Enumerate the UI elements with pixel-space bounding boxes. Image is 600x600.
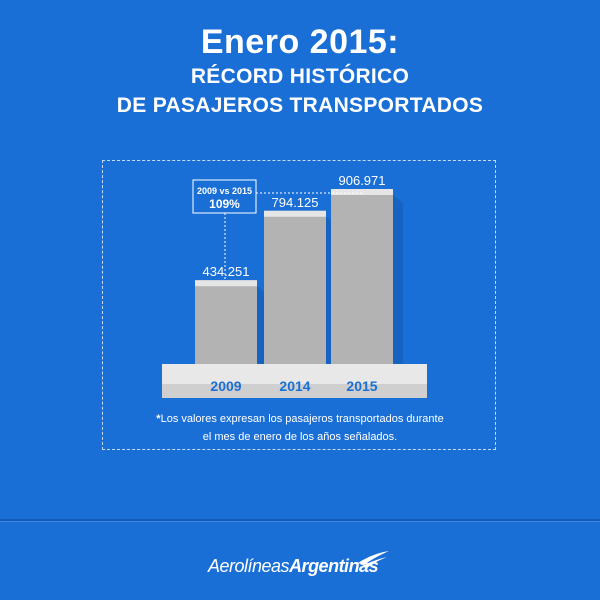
bar-top-2014 xyxy=(264,210,326,217)
annotation-label: 2009 vs 2015 xyxy=(197,186,252,196)
category-label-2009: 2009 xyxy=(210,378,241,394)
title-block: Enero 2015: RÉCORD HISTÓRICO DE PASAJERO… xyxy=(0,22,600,120)
footnote-star: * xyxy=(156,413,161,425)
bar-2014 xyxy=(264,210,326,364)
airline-logo-text: AerolíneasArgentinas xyxy=(208,556,379,577)
footnote-text-1: Los valores expresan los pasajeros trans… xyxy=(160,413,444,425)
annotation-box xyxy=(192,179,257,214)
footer-divider-highlight xyxy=(0,521,600,522)
logo-part-2: Argentinas xyxy=(289,556,379,576)
bar-top-2015 xyxy=(331,189,393,195)
bird-logo-icon xyxy=(358,551,389,568)
value-label-2014: 794.125 xyxy=(272,195,319,210)
subtitle-line-2: DE PASAJEROS TRANSPORTADOS xyxy=(116,94,484,117)
chart-frame xyxy=(102,160,496,450)
bar-shadow-2015 xyxy=(393,195,403,364)
chart-base xyxy=(162,364,427,384)
footnote: *Los valores expresan los pasajeros tran… xyxy=(0,410,600,446)
annotation-value: 109% xyxy=(209,197,240,211)
value-label-2015: 906.971 xyxy=(339,173,386,188)
category-label-2014: 2014 xyxy=(279,378,310,394)
category-label-2015: 2015 xyxy=(346,378,377,394)
bar-top-2009 xyxy=(195,280,257,287)
footnote-text-2: el mes de enero de los años señalados. xyxy=(202,431,398,443)
value-label-2009: 434.251 xyxy=(203,264,250,279)
chart-base-front xyxy=(162,384,427,398)
bar-2015 xyxy=(331,189,393,364)
subtitle-line-1: RÉCORD HISTÓRICO xyxy=(190,65,410,88)
bar-2009 xyxy=(195,280,257,364)
logo-part-1: Aerolíneas xyxy=(208,556,290,576)
page-title: Enero 2015: xyxy=(200,23,400,61)
footer-divider xyxy=(0,519,600,521)
footnote-line-1: *Los valores expresan los pasajeros tran… xyxy=(0,410,600,428)
